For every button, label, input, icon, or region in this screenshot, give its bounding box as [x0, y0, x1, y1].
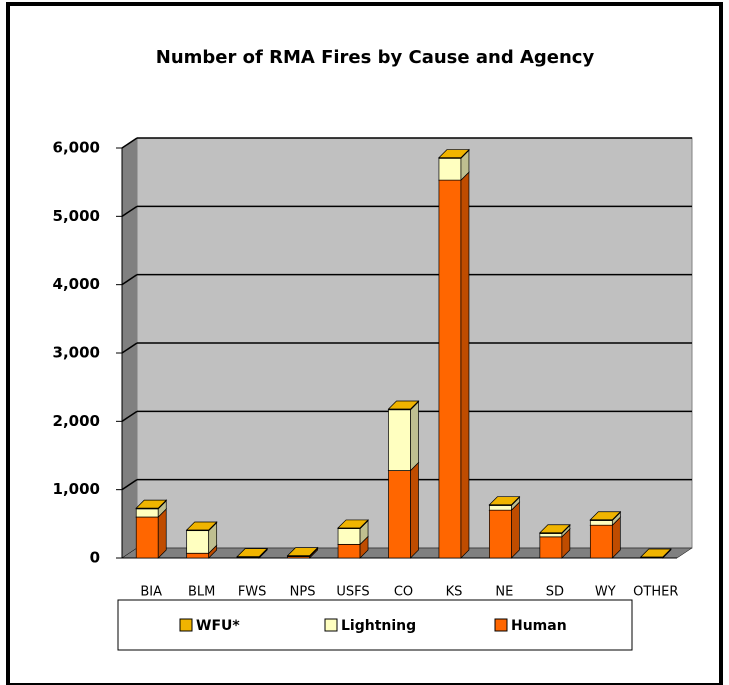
bar-side-shade — [360, 536, 369, 558]
bar-top — [185, 521, 218, 531]
bar-segment — [489, 509, 512, 559]
grid-line — [121, 137, 138, 149]
grid-line — [121, 205, 138, 217]
x-tick-label: NE — [495, 585, 513, 600]
bar-segment — [589, 520, 613, 526]
y-tick-label: 4,000 — [53, 275, 100, 293]
x-tick-label: BIA — [140, 585, 162, 600]
bar-side-shade — [158, 509, 167, 558]
bar-side-shade — [511, 502, 520, 558]
x-tick-label: FWS — [238, 585, 267, 600]
x-tick-label: SD — [546, 585, 564, 600]
grid-line — [121, 410, 138, 422]
bar-segment — [438, 179, 462, 559]
bar-segment — [539, 536, 563, 559]
grid-line — [121, 479, 138, 491]
legend-box — [117, 599, 633, 651]
bar-side-shade — [511, 497, 520, 511]
bar-side-shade — [612, 517, 621, 558]
bar-top — [135, 499, 168, 509]
bar-side-shade — [208, 522, 217, 554]
bar-top — [337, 519, 369, 529]
legend-swatch — [324, 618, 338, 632]
bar-segment — [135, 508, 159, 518]
bar-segment — [186, 530, 210, 554]
bar-top — [589, 511, 622, 521]
y-tick-label: 0 — [90, 549, 100, 567]
bar-side-shade — [410, 462, 419, 558]
bar-side-shade — [612, 512, 621, 526]
legend-swatch — [494, 618, 508, 632]
x-tick-label: KS — [446, 585, 463, 600]
x-tick-label: NPS — [290, 585, 316, 600]
bar-top — [286, 547, 319, 556]
y-tick-label: 6,000 — [53, 139, 100, 157]
bar-top — [639, 548, 672, 558]
bar-segment — [135, 516, 159, 559]
bar-top — [236, 548, 268, 557]
x-tick-label: CO — [394, 585, 413, 600]
bar-segment — [388, 470, 411, 559]
bar-segment — [438, 157, 462, 181]
bar-side-shade — [561, 525, 570, 537]
bar-side-shade — [360, 520, 369, 545]
legend-swatch — [179, 618, 193, 632]
grid-line — [121, 342, 138, 354]
bar-top — [387, 400, 420, 410]
bar-side-shade — [460, 172, 469, 558]
x-tick-label: OTHER — [633, 585, 678, 600]
bar-segment — [388, 409, 411, 471]
bar-segment — [337, 543, 361, 559]
y-tick-label: 1,000 — [53, 480, 100, 498]
bar-side-shade — [208, 545, 217, 558]
bar-side-shade — [460, 150, 469, 181]
legend-label: WFU* — [196, 618, 240, 634]
bar-side-shade — [561, 528, 570, 558]
y-tick-label: 3,000 — [53, 344, 100, 362]
bar-side-shade — [158, 500, 167, 517]
bar-segment — [186, 552, 210, 559]
x-tick-label: USFS — [336, 585, 369, 600]
bar-top — [438, 149, 470, 158]
legend-label: Lightning — [341, 618, 416, 634]
bar-segment — [539, 533, 563, 538]
x-tick-label: WY — [595, 585, 616, 600]
y-tick-label: 5,000 — [53, 207, 100, 225]
y-tick-label: 2,000 — [53, 412, 100, 430]
bar-side-shade — [410, 401, 419, 471]
legend-label: Human — [511, 618, 567, 634]
bar-top — [539, 524, 571, 534]
bar-segment — [489, 505, 512, 511]
bar-segment — [589, 524, 613, 559]
chart-title: Number of RMA Fires by Cause and Agency — [156, 47, 595, 68]
bar-segment — [337, 528, 361, 545]
grid-line — [121, 274, 138, 286]
bar-top — [488, 496, 521, 506]
x-tick-label: BLM — [188, 585, 215, 600]
